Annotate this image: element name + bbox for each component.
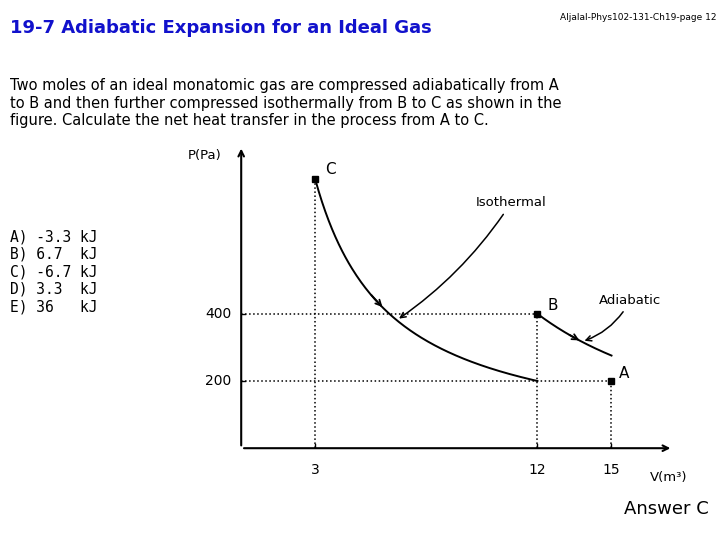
Text: B: B <box>547 299 558 313</box>
Text: Two moles of an ideal monatomic gas are compressed adiabatically from A
to B and: Two moles of an ideal monatomic gas are … <box>10 78 562 128</box>
Text: A) -3.3 kJ
B) 6.7  kJ
C) -6.7 kJ
D) 3.3  kJ
E) 36   kJ: A) -3.3 kJ B) 6.7 kJ C) -6.7 kJ D) 3.3 k… <box>10 230 98 314</box>
Text: A: A <box>619 366 629 381</box>
Text: P(Pa): P(Pa) <box>188 149 222 162</box>
Text: 12: 12 <box>528 463 546 477</box>
Text: Answer C: Answer C <box>624 501 709 518</box>
Text: Isothermal: Isothermal <box>400 196 546 318</box>
Text: 200: 200 <box>205 374 231 388</box>
Text: 19-7 Adiabatic Expansion for an Ideal Gas: 19-7 Adiabatic Expansion for an Ideal Ga… <box>10 19 432 37</box>
Text: Adiabatic: Adiabatic <box>586 294 662 341</box>
Text: C: C <box>325 163 336 177</box>
Text: V(m³): V(m³) <box>649 471 687 484</box>
Text: 3: 3 <box>311 463 320 477</box>
Text: 400: 400 <box>205 307 231 321</box>
Text: 15: 15 <box>603 463 621 477</box>
Text: Aljalal-Phys102-131-Ch19-page 12: Aljalal-Phys102-131-Ch19-page 12 <box>560 14 716 23</box>
